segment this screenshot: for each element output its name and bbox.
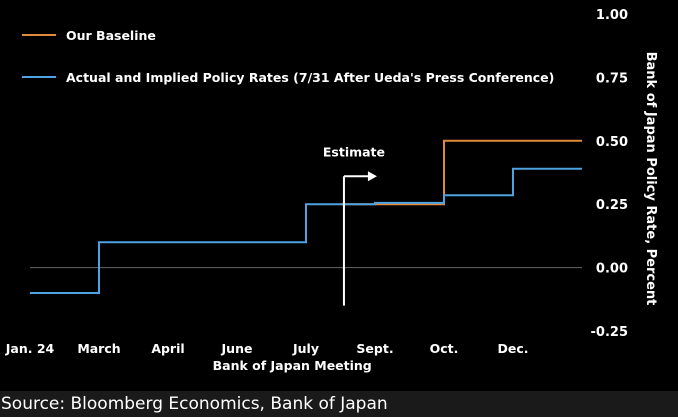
- x-tick-label: Jan. 24: [5, 341, 55, 356]
- x-tick-label: Sept.: [356, 341, 393, 356]
- x-tick-label: June: [221, 341, 253, 356]
- x-tick-label: Oct.: [430, 341, 459, 356]
- x-tick-label: July: [292, 341, 319, 356]
- y-tick-label: -0.25: [591, 325, 628, 340]
- x-tick-label: Dec.: [497, 341, 528, 356]
- legend-label-0: Our Baseline: [66, 28, 156, 43]
- legend-label-1: Actual and Implied Policy Rates (7/31 Af…: [66, 70, 554, 85]
- annotation-arrow-head-0: [367, 171, 377, 182]
- series-line-0: [340, 139, 582, 206]
- y-tick-label: 0.75: [596, 71, 628, 86]
- y-tick-label: 1.00: [596, 8, 628, 23]
- series-line-1: [30, 167, 582, 294]
- source-note: Source: Bloomberg Economics, Bank of Jap…: [0, 391, 678, 417]
- y-axis-title: Bank of Japan Policy Rate, Percent: [643, 52, 658, 306]
- y-tick-label: 0.50: [596, 135, 628, 150]
- x-axis-title: Bank of Japan Meeting: [213, 358, 372, 373]
- y-tick-label: 0.25: [596, 198, 628, 213]
- chart-svg: 1.00 0.75 0.50 0.25 0.00 -0.25 Jan. 24 March Apr…: [5, 8, 658, 373]
- annotation-label-0: Estimate: [323, 144, 385, 159]
- x-tick-label: April: [151, 341, 184, 356]
- y-tick-label: 0.00: [596, 262, 628, 277]
- x-tick-label: March: [77, 341, 120, 356]
